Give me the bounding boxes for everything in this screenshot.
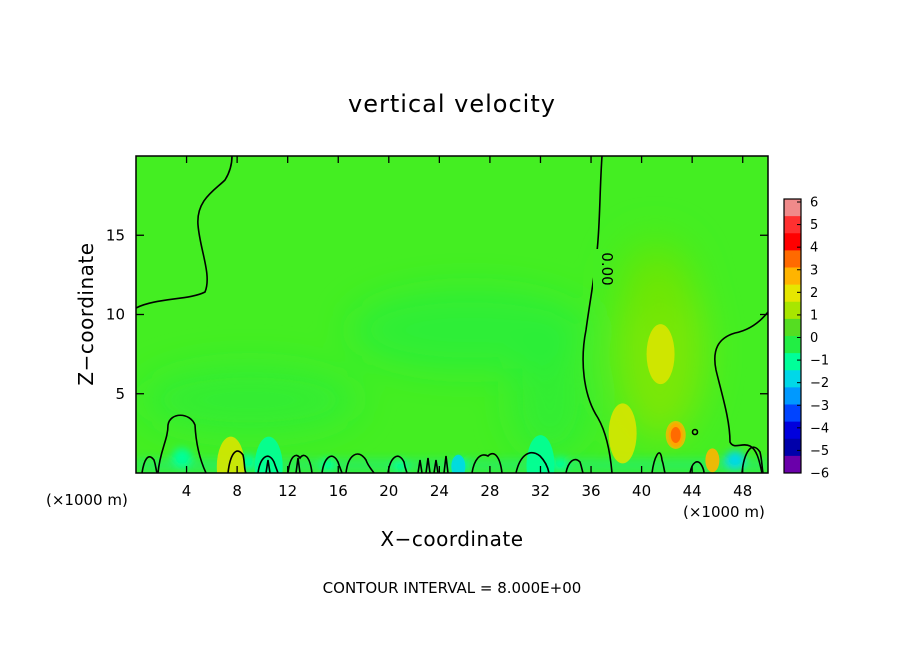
x-tick-label: 24	[430, 482, 449, 500]
colorbar-swatch	[784, 233, 801, 251]
contour-label-background	[593, 249, 609, 289]
y-axis: 5 10 15	[106, 226, 768, 403]
colorbar-label: 4	[810, 241, 818, 256]
contour-spikes	[265, 455, 449, 473]
colorbar-swatch	[784, 455, 801, 474]
velocity-feature-core	[670, 426, 681, 443]
velocity-feature	[608, 403, 637, 464]
x-unit-right: (×1000 m)	[683, 503, 765, 521]
colorbar-swatch	[784, 267, 801, 286]
contour-upper-left	[136, 156, 233, 309]
broad-field-shading	[140, 235, 705, 460]
colorbar-swatch	[784, 318, 801, 337]
colorbar-label: 2	[810, 286, 818, 301]
colorbar-swatch	[784, 301, 801, 320]
colorbar-label: −1	[810, 354, 829, 369]
y-tick-label: 5	[115, 385, 125, 403]
colorbar-label: 6	[810, 196, 818, 211]
contour-zero-main	[582, 156, 613, 473]
colorbar-swatch	[784, 250, 801, 268]
contour-left-hill	[157, 414, 207, 473]
contour-bumps	[141, 446, 764, 473]
contour-label: 0.00	[598, 252, 616, 285]
updraft-features	[216, 324, 720, 473]
x-tick-label: 32	[531, 482, 550, 500]
colorbar-frame	[783, 198, 802, 474]
x-tick-label: 36	[581, 482, 600, 500]
x-tick-label: 44	[683, 482, 702, 500]
colorbar-label: 0	[810, 331, 818, 346]
x-tick-label: 40	[632, 482, 651, 500]
contour-label-group: 0.00	[593, 249, 616, 289]
colorbar-label: 3	[810, 263, 818, 278]
colorbar-label: −6	[810, 467, 829, 482]
colorbar-label: 1	[810, 308, 818, 323]
y-tick-label: 15	[106, 226, 125, 244]
colorbar-label: 5	[810, 218, 818, 233]
colorbar: 6 5 4 3 2 1 0 −1 −2 −3 −4 −5 −6	[783, 196, 829, 482]
y-axis-label: Z−coordinate	[74, 242, 98, 385]
velocity-feature	[451, 454, 466, 473]
colorbar-swatch	[784, 216, 801, 234]
x-axis-label: X−coordinate	[380, 527, 523, 551]
colorbar-swatch	[784, 353, 801, 371]
velocity-feature	[705, 448, 720, 473]
colorbar-label: −3	[810, 399, 829, 414]
x-axis: 4 8 12 16 20 24 28 32 36 40 44 48	[182, 156, 752, 500]
colorbar-swatch	[784, 199, 801, 217]
colorbar-swatch	[784, 370, 801, 388]
x-tick-label: 16	[329, 482, 348, 500]
y-tick-label: 10	[106, 306, 125, 324]
velocity-feature	[526, 435, 555, 473]
x-unit-left: (×1000 m)	[46, 491, 128, 509]
x-tick-label: 4	[182, 482, 192, 500]
x-tick-label: 8	[232, 482, 242, 500]
colorbar-swatch	[784, 438, 801, 457]
velocity-field	[136, 156, 768, 473]
x-tick-label: 12	[278, 482, 297, 500]
contour-small-loop	[691, 428, 699, 436]
x-tick-label: 48	[733, 482, 752, 500]
zero-contours	[136, 156, 768, 473]
velocity-feature	[646, 324, 675, 385]
colorbar-label: −4	[810, 421, 829, 436]
chart-title: vertical velocity	[348, 90, 556, 118]
colorbar-swatch	[784, 421, 801, 440]
colorbar-swatch	[784, 404, 801, 423]
colorbar-swatch	[784, 284, 801, 303]
colorbar-swatch	[784, 387, 801, 405]
colorbar-label: −5	[810, 444, 829, 459]
contour-interval-note: CONTOUR INTERVAL = 8.000E+00	[323, 579, 582, 597]
x-tick-label: 20	[379, 482, 398, 500]
colorbar-swatch	[784, 336, 801, 354]
colorbar-label: −2	[810, 376, 829, 391]
velocity-feature	[254, 436, 283, 473]
x-tick-label: 28	[480, 482, 499, 500]
velocity-feature	[216, 436, 245, 473]
